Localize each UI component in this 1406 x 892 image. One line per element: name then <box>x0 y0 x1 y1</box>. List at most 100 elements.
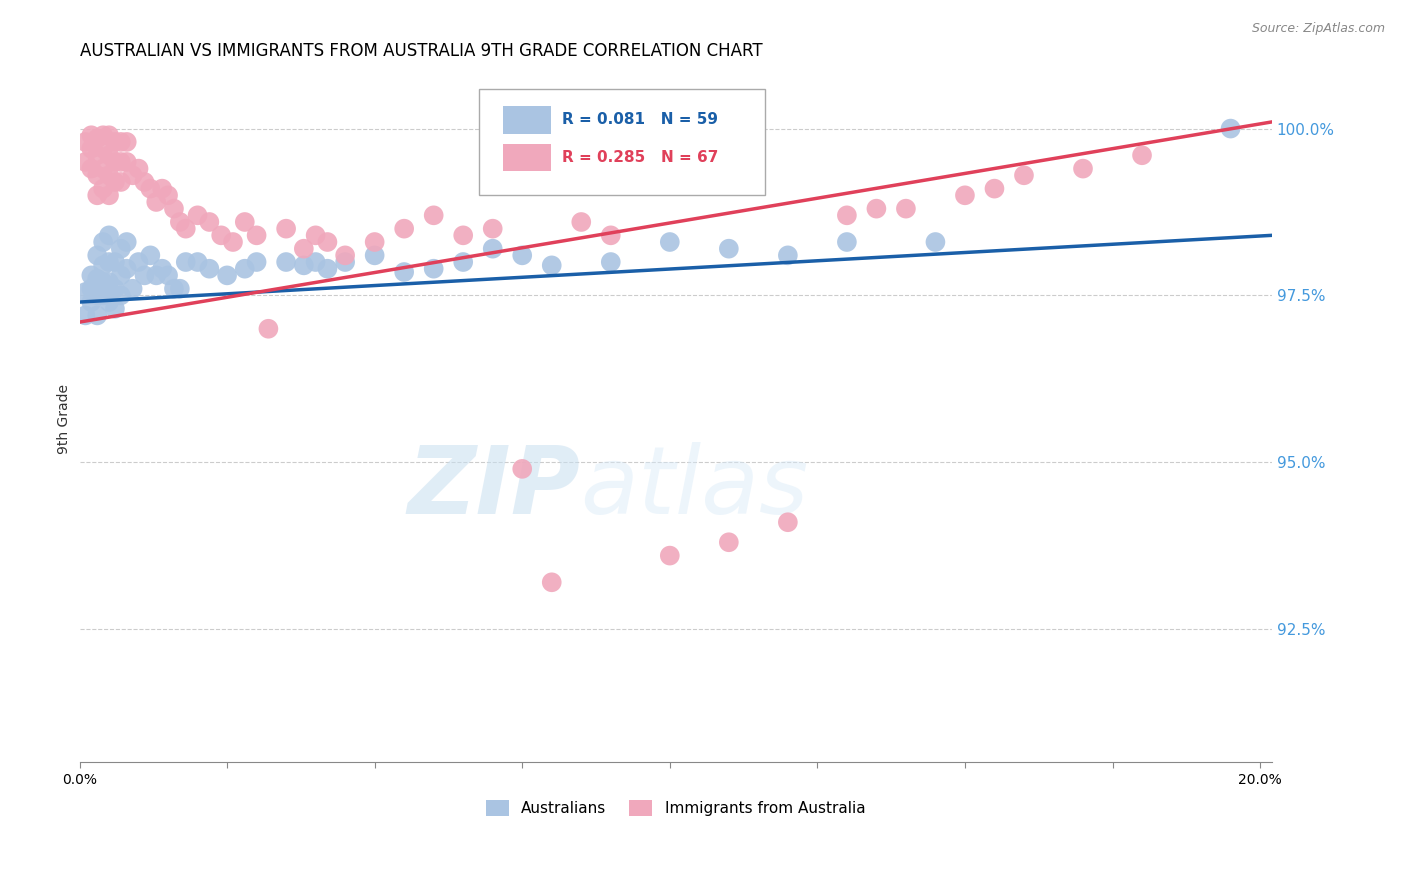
Point <box>86 248 108 262</box>
Point <box>292 258 315 272</box>
Point <box>75 155 97 169</box>
Point <box>98 188 121 202</box>
Text: R = 0.285   N = 67: R = 0.285 N = 67 <box>562 150 718 165</box>
Point <box>198 215 221 229</box>
Point <box>983 181 1005 195</box>
Point <box>953 188 976 202</box>
Point <box>540 575 562 590</box>
Point <box>98 295 121 310</box>
FancyBboxPatch shape <box>479 89 765 195</box>
Point <box>776 248 799 262</box>
Point <box>363 248 385 262</box>
Point <box>510 462 533 476</box>
Text: atlas: atlas <box>581 442 808 533</box>
Point <box>86 271 108 285</box>
Point <box>98 255 121 269</box>
Point <box>157 268 180 283</box>
Point <box>174 221 197 235</box>
Point <box>451 228 474 243</box>
FancyBboxPatch shape <box>503 106 551 134</box>
Point <box>110 175 132 189</box>
Point <box>86 148 108 162</box>
Point <box>139 248 162 262</box>
Point <box>1012 169 1035 183</box>
Point <box>257 322 280 336</box>
Point <box>274 255 297 269</box>
Point <box>104 155 127 169</box>
Point <box>134 175 156 189</box>
Point <box>163 202 186 216</box>
Point <box>104 282 127 296</box>
Point <box>246 255 269 269</box>
Point <box>217 268 239 283</box>
Point <box>91 275 114 289</box>
Point <box>80 295 103 310</box>
Point <box>924 235 946 249</box>
Point <box>128 255 150 269</box>
Point <box>422 208 444 222</box>
Point <box>98 169 121 183</box>
Point <box>145 194 167 209</box>
Text: Source: ZipAtlas.com: Source: ZipAtlas.com <box>1251 22 1385 36</box>
Point <box>481 242 503 256</box>
Point <box>316 261 339 276</box>
Point <box>392 265 415 279</box>
Point <box>163 282 186 296</box>
Point <box>91 258 114 272</box>
Point <box>91 128 114 143</box>
Point <box>835 235 858 249</box>
Point <box>540 258 562 272</box>
Point <box>104 255 127 269</box>
Point <box>1130 148 1153 162</box>
Point <box>333 248 356 262</box>
Point <box>157 188 180 202</box>
Point <box>115 261 138 276</box>
Point <box>233 261 256 276</box>
Point <box>110 288 132 302</box>
Point <box>91 161 114 176</box>
Point <box>75 309 97 323</box>
Legend: Australians, Immigrants from Australia: Australians, Immigrants from Australia <box>478 792 873 823</box>
Point <box>86 169 108 183</box>
Point <box>233 215 256 229</box>
Point <box>115 235 138 249</box>
Point <box>333 255 356 269</box>
Point <box>363 235 385 249</box>
Point <box>80 282 103 296</box>
Point <box>91 142 114 156</box>
Point <box>145 268 167 283</box>
Point <box>246 228 269 243</box>
Point <box>110 268 132 283</box>
Point <box>292 242 315 256</box>
Point <box>98 228 121 243</box>
Point <box>569 215 592 229</box>
Point <box>422 261 444 276</box>
Point <box>110 135 132 149</box>
Point <box>1071 161 1094 176</box>
Point <box>75 285 97 299</box>
Point <box>304 228 326 243</box>
Point <box>169 282 191 296</box>
Point <box>865 202 887 216</box>
Point <box>86 309 108 323</box>
Point <box>86 131 108 145</box>
Point <box>150 181 173 195</box>
Point <box>1219 121 1241 136</box>
Point <box>121 169 143 183</box>
Point <box>510 248 533 262</box>
Point <box>91 181 114 195</box>
Point <box>481 221 503 235</box>
Point <box>98 128 121 143</box>
Text: R = 0.081   N = 59: R = 0.081 N = 59 <box>562 112 718 128</box>
Text: AUSTRALIAN VS IMMIGRANTS FROM AUSTRALIA 9TH GRADE CORRELATION CHART: AUSTRALIAN VS IMMIGRANTS FROM AUSTRALIA … <box>80 42 762 60</box>
Point <box>169 215 191 229</box>
Point <box>658 235 681 249</box>
Point <box>80 128 103 143</box>
Point <box>80 268 103 283</box>
Point <box>717 242 740 256</box>
Point <box>110 242 132 256</box>
Point <box>392 221 415 235</box>
Point <box>187 255 209 269</box>
Point <box>187 208 209 222</box>
Point <box>599 255 621 269</box>
